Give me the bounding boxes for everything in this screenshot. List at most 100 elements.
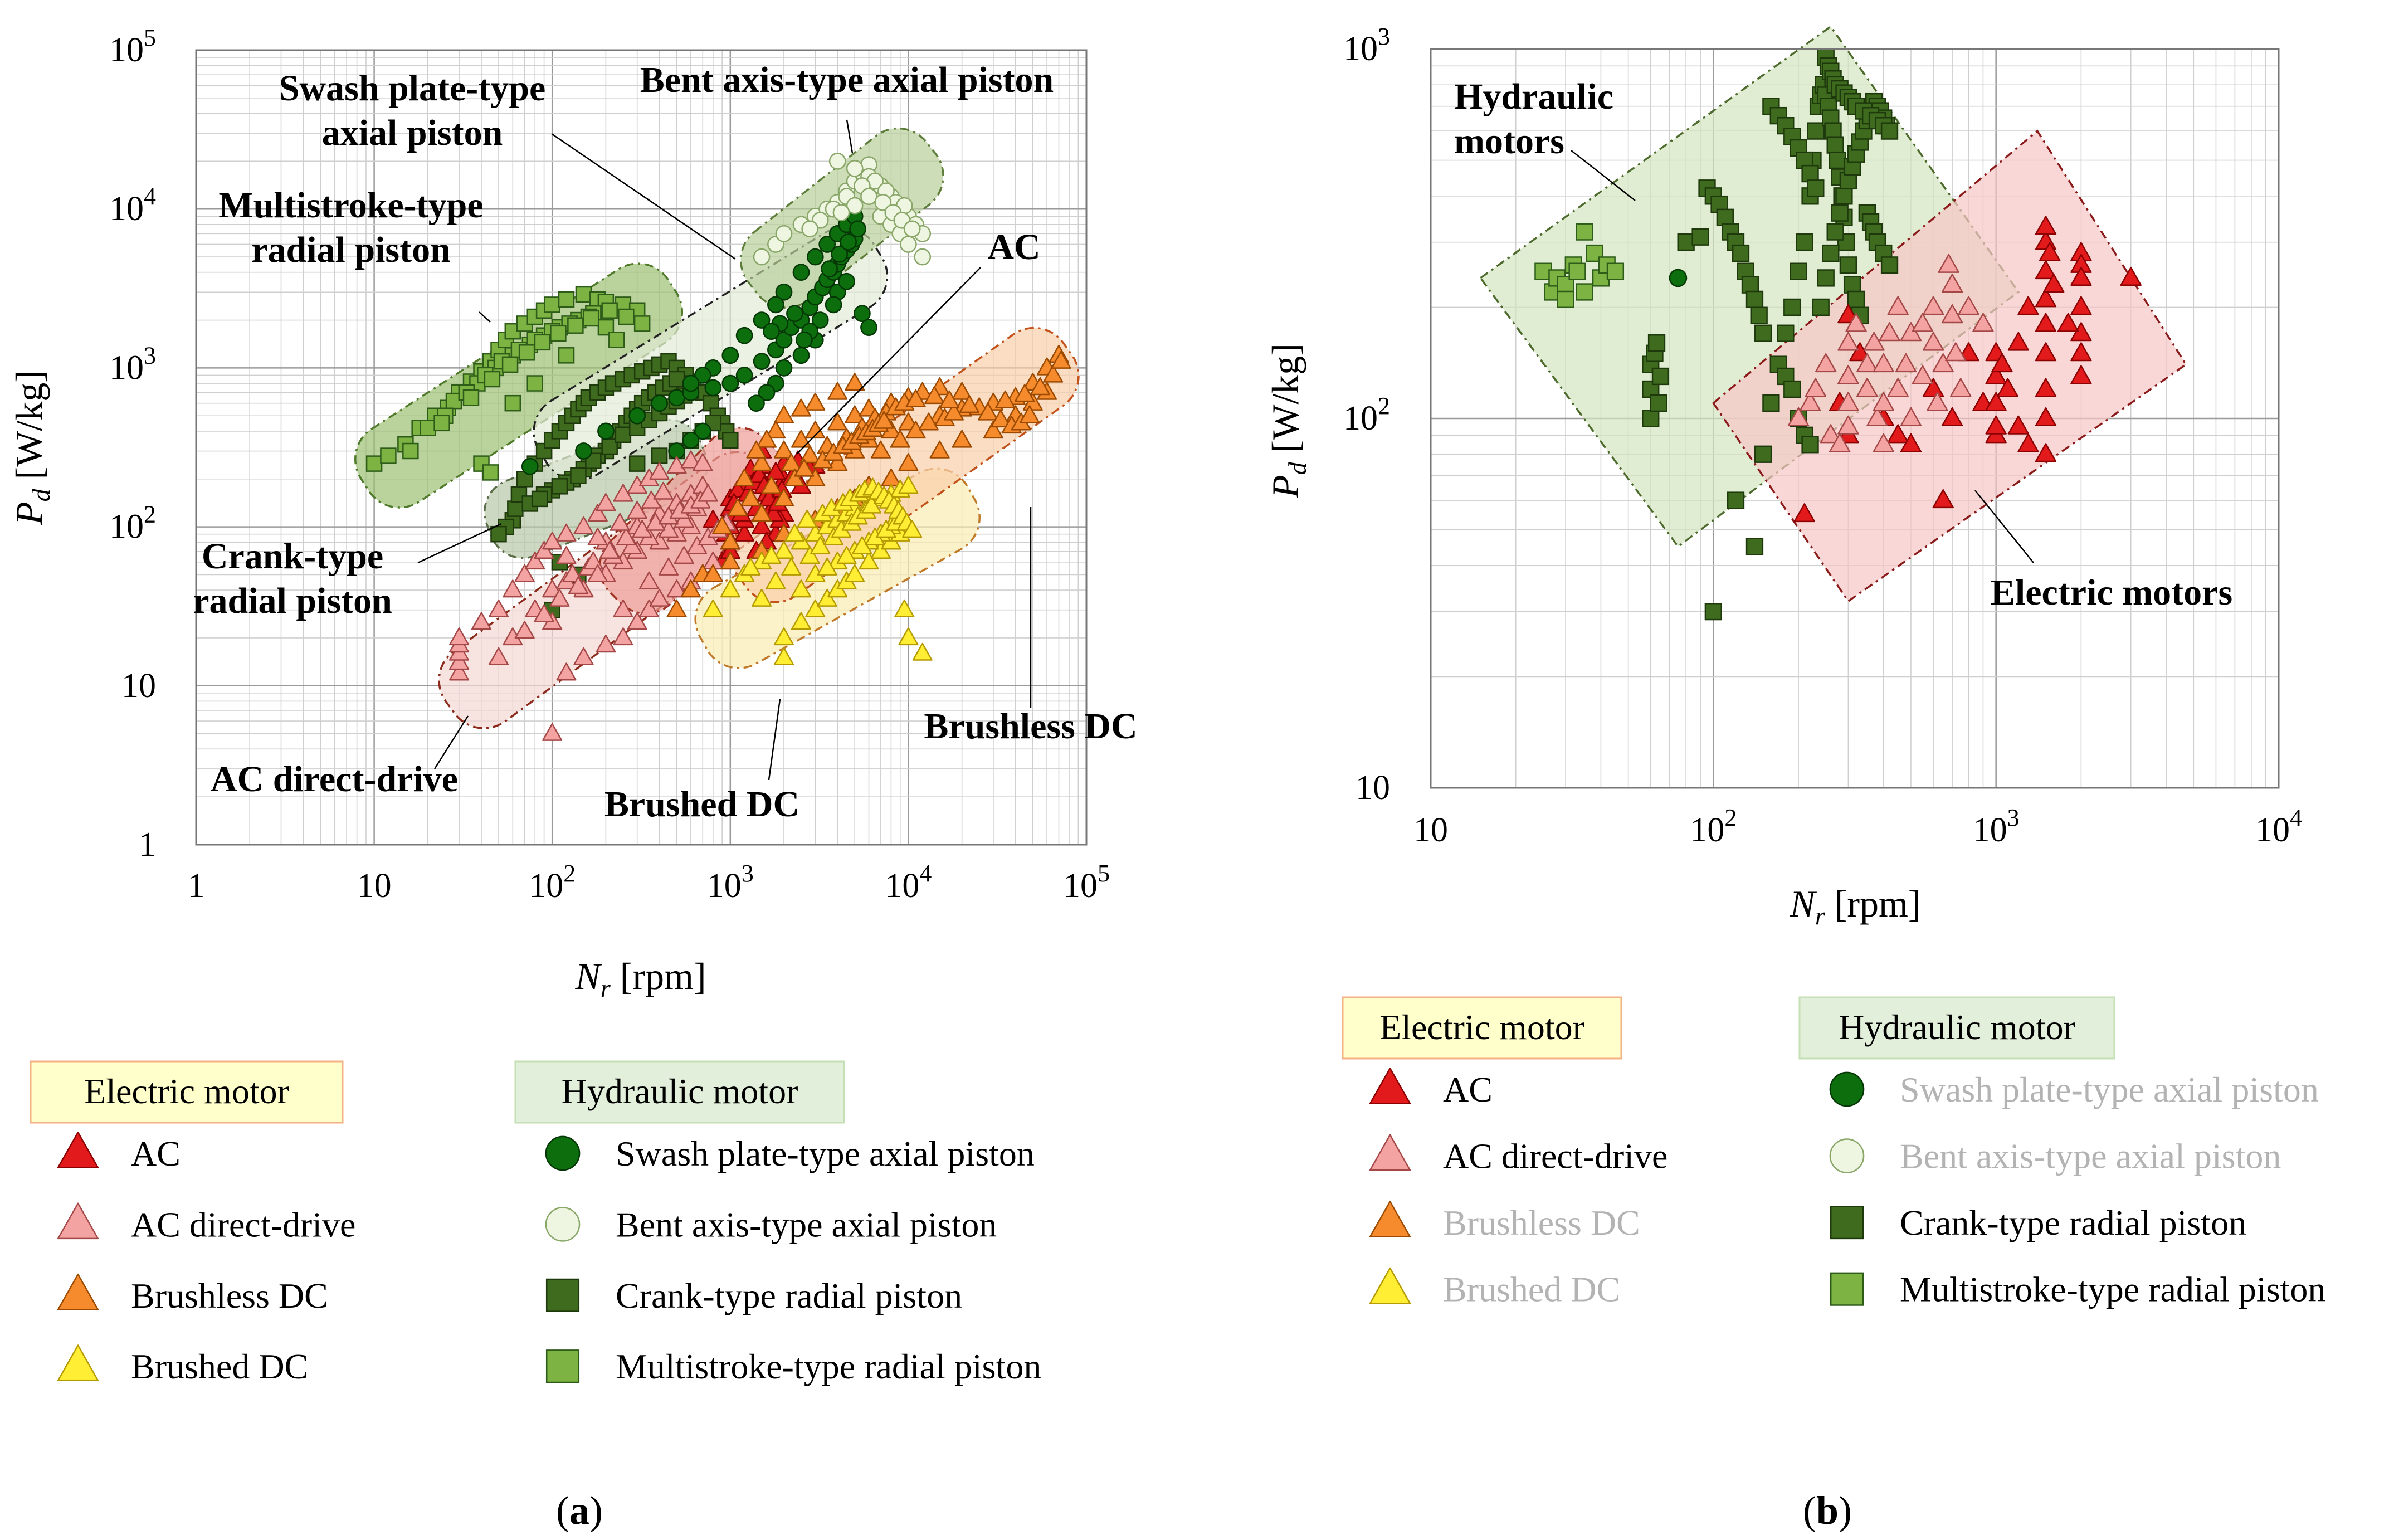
y-axis-unit: [W/kg] <box>8 370 50 489</box>
point-swash-plate-type-axial-piston <box>758 384 776 401</box>
x-axis-unit: [rpm] <box>611 955 706 997</box>
x-tick-label: 103 <box>707 860 754 905</box>
annotation-ac-direct-drive: AC direct-drive <box>211 759 458 800</box>
point-swash-plate-type-axial-piston <box>838 272 855 290</box>
annotation-line: Bent axis-type axial piston <box>640 60 1054 100</box>
point-crank-type-radial-piston <box>1745 290 1764 309</box>
point-crank-type-radial-piston <box>1847 290 1865 309</box>
point-ac-direct-drive <box>449 652 470 670</box>
point-brushless-dc <box>805 392 826 411</box>
point-brushless-dc <box>959 394 979 413</box>
point-ac-direct-drive <box>449 627 470 646</box>
annotation-line: Brushless DC <box>924 706 1137 747</box>
panel-b-caption: (b) <box>1803 1488 1852 1533</box>
x-axis-symbol: N <box>1789 883 1817 925</box>
annotation-line: motors <box>1454 121 1564 162</box>
point-swash-plate-type-axial-piston <box>840 233 857 251</box>
point-swash-plate-type-axial-piston <box>651 394 668 412</box>
point-ac-direct-drive <box>534 604 554 622</box>
y-axis-symbol: P <box>8 501 50 525</box>
point-brushless-dc <box>978 402 998 421</box>
point-ac-direct-drive <box>449 662 470 681</box>
point-brushless-dc <box>781 453 802 471</box>
legend-brushed-dc-marker <box>1369 1267 1411 1304</box>
point-brushless-dc <box>756 430 777 448</box>
point-crank-type-radial-piston <box>531 490 548 508</box>
point-ac-direct-drive <box>1941 304 1963 324</box>
point-ac-direct-drive <box>649 462 670 480</box>
point-multistroke-type-radial-piston <box>633 315 651 332</box>
point-ac-direct-drive <box>514 621 535 639</box>
annotation-brushless-dc: Brushless DC <box>924 706 1137 747</box>
annotation-line: AC direct-drive <box>211 759 458 800</box>
legend-multistroke-type-radial-piston-marker <box>545 1349 580 1383</box>
y-tick-label: 105 <box>109 24 156 69</box>
point-brushed-dc <box>805 599 826 617</box>
point-crank-type-radial-piston <box>1732 244 1750 262</box>
point-swash-plate-type-axial-piston <box>682 432 700 449</box>
y-tick-label: 1 <box>139 826 156 864</box>
point-swash-plate-type-axial-piston <box>704 379 722 397</box>
point-ac <box>1932 489 1954 509</box>
point-crank-type-radial-piston <box>615 426 632 443</box>
point-ac-direct-drive <box>573 516 594 534</box>
point-brushless-dc <box>924 386 945 405</box>
point-multistroke-type-radial-piston <box>445 392 462 410</box>
point-brushed-dc <box>791 579 812 598</box>
annotation-swash-plate-type-axial-piston: Swash plate-type axial piston <box>279 68 546 153</box>
point-brushed-dc <box>870 540 891 559</box>
point-ac-direct-drive <box>698 484 718 502</box>
point-multistroke-type-radial-piston <box>1576 283 1593 301</box>
legend-swash-plate-type-axial-piston-marker <box>1829 1071 1865 1107</box>
point-ac-direct-drive <box>1945 342 1967 362</box>
legend-swash-plate-type-axial-piston-marker <box>545 1135 581 1171</box>
point-crank-type-radial-piston <box>1783 298 1801 316</box>
point-ac-direct-drive <box>1873 353 1894 373</box>
series-ac-direct-drive <box>1787 254 1994 452</box>
point-ac-direct-drive <box>1787 407 1810 427</box>
point-ac <box>1941 407 1963 427</box>
point-crank-type-radial-piston <box>1790 262 1807 280</box>
point-brushed-dc <box>799 546 820 564</box>
panel-b-legend: Electric motor AC AC direct-drive Brushless… <box>1342 996 2325 1309</box>
point-ac-direct-drive <box>1895 353 1917 373</box>
point-ac <box>1985 365 2007 384</box>
y-tick-exponent: 2 <box>1378 392 1390 420</box>
point-crank-type-radial-piston <box>1801 436 1819 454</box>
point-brushless-dc <box>805 468 826 486</box>
point-brushless-dc <box>905 389 926 407</box>
point-ac <box>2035 407 2057 427</box>
point-swash-plate-type-axial-piston <box>735 367 753 384</box>
point-brushless-dc <box>898 453 919 471</box>
point-brushless-dc <box>791 430 812 448</box>
point-brushless-dc <box>929 440 950 459</box>
point-ac <box>2057 313 2079 332</box>
legend-brushless-dc-marker <box>1369 1201 1411 1237</box>
legend-brushless-dc-marker <box>57 1273 99 1310</box>
point-swash-plate-type-axial-piston <box>721 347 739 364</box>
point-swash-plate-type-axial-piston <box>767 296 784 314</box>
x-tick-base: 10 <box>2255 811 2290 849</box>
point-swash-plate-type-axial-piston <box>849 220 866 238</box>
point-ac-direct-drive <box>542 579 563 598</box>
point-crank-type-radial-piston <box>1783 380 1801 398</box>
y-tick-label: 103 <box>109 342 156 387</box>
point-ac-direct-drive <box>587 564 608 582</box>
point-ac <box>1985 392 2007 411</box>
point-brushless-dc <box>983 420 1003 439</box>
point-crank-type-radial-piston <box>651 447 668 464</box>
x-axis-symbol: N <box>574 955 602 997</box>
point-multistroke-type-radial-piston <box>526 375 543 392</box>
y-axis-subscript: d <box>27 488 55 501</box>
point-ac-direct-drive <box>1856 378 1878 397</box>
point-swash-plate-type-axial-piston <box>786 305 803 323</box>
point-multistroke-type-radial-piston <box>618 308 635 325</box>
plot-border <box>195 49 1088 846</box>
point-bent-axis-type-axial-piston <box>900 236 917 253</box>
point-ac-direct-drive <box>639 571 660 589</box>
point-ac-direct-drive <box>613 627 633 646</box>
legend-electric-title: Electric motor <box>1379 1007 1584 1047</box>
point-swash-plate-type-axial-piston <box>860 319 877 336</box>
point-brushed-dc <box>845 564 865 582</box>
point-ac-direct-drive <box>1912 365 1934 384</box>
